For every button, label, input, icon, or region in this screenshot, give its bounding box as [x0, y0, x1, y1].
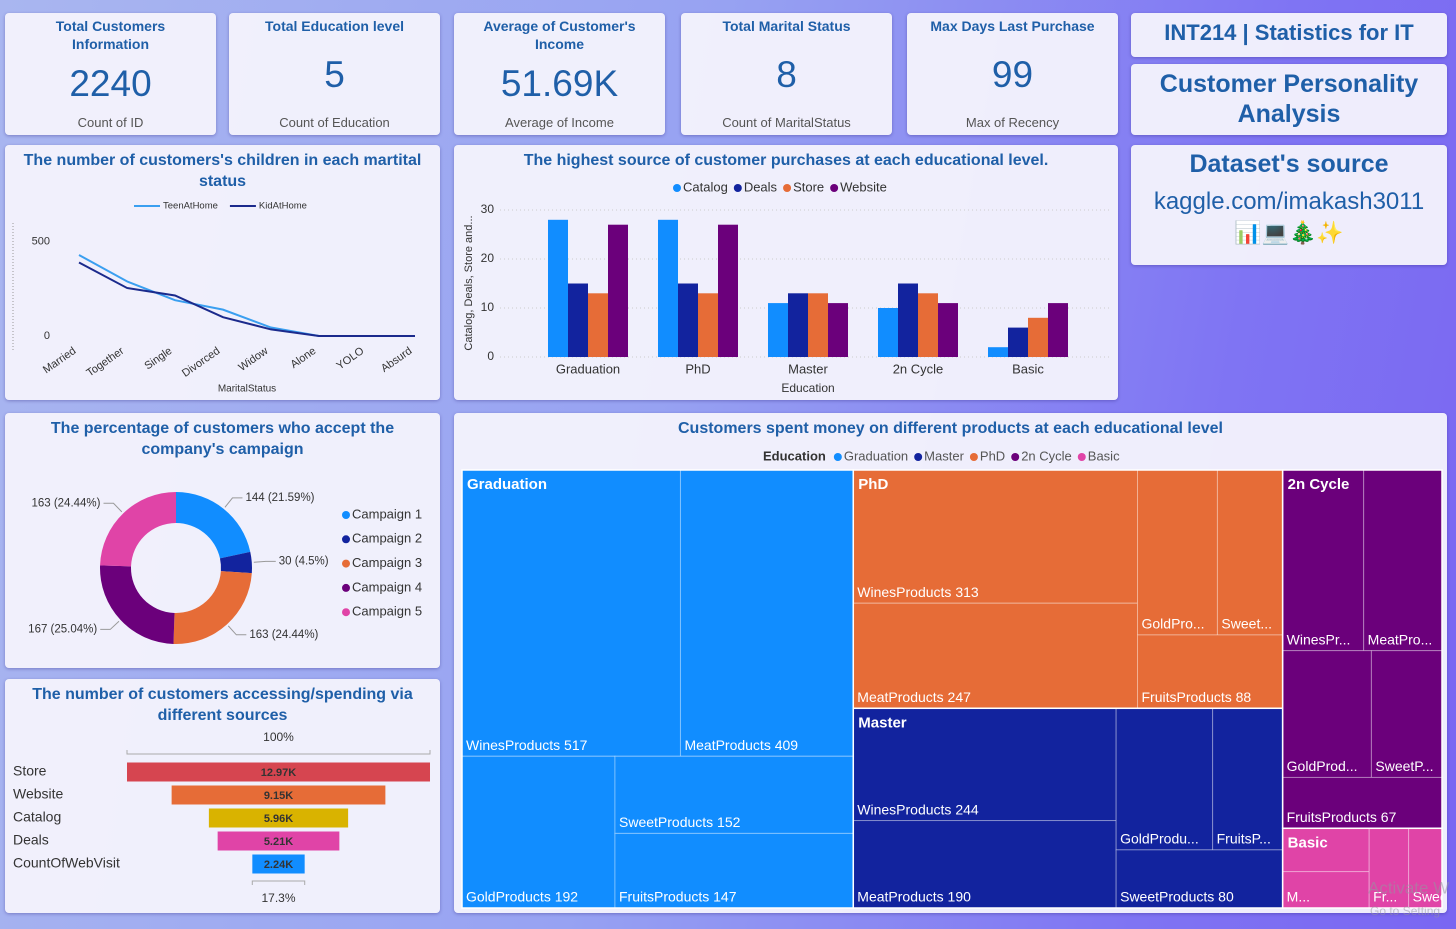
chart-title: The highest source of customer purchases… — [523, 152, 1049, 169]
title-banner: Customer Personality Analysis — [1131, 64, 1447, 135]
kpi-card: Average of Customer's Income 51.69K Averag… — [454, 13, 665, 135]
kpi-card: Max Days Last Purchase 99 Max of Recency — [907, 13, 1118, 135]
card-value: 2240 — [69, 63, 152, 104]
card-label: Count of ID — [77, 115, 144, 130]
card-label: Count of Education — [279, 115, 390, 130]
course-banner: INT214 | Statistics for IT — [1131, 13, 1447, 57]
card-label: Max of Recency — [965, 115, 1060, 130]
source-link: kaggle.com/imakash3011 — [1153, 188, 1425, 215]
source-panel: Dataset's source kaggle.com/imakash3011 📊💻… — [1131, 145, 1447, 265]
source-icons: 📊💻🎄✨ — [1234, 220, 1344, 245]
report-title: Customer Personality Analysis — [1159, 70, 1419, 128]
chart-title: The percentage of customers who accept t… — [50, 420, 395, 458]
chart-panel — [454, 413, 1447, 913]
card-label: Average of Income — [505, 115, 614, 130]
card-title: Total Marital Status — [722, 18, 851, 34]
kpi-card: Total Education level 5 Count of Education — [229, 13, 440, 135]
card-title: Total Education level — [265, 18, 404, 34]
chart-panel — [454, 145, 1118, 400]
card-title: Average of Customer's Income — [483, 18, 636, 52]
card-value: 99 — [991, 54, 1034, 95]
chart-title: Customers spent money on different produ… — [677, 420, 1223, 437]
card-label: Count of MaritalStatus — [722, 115, 851, 130]
chart-title: The number of customers's children in ea… — [23, 152, 422, 190]
card-title: Total Customers Information — [55, 18, 166, 52]
source-title: Dataset's source — [1189, 150, 1389, 178]
kpi-card: Total Customers Information 2240 Count of … — [5, 13, 216, 135]
card-value: 51.69K — [500, 63, 619, 104]
card-value: 5 — [324, 54, 345, 95]
kpi-card: Total Marital Status 8 Count of MaritalSta… — [681, 13, 892, 135]
course-title: INT214 | Statistics for IT — [1164, 20, 1414, 45]
card-title: Max Days Last Purchase — [930, 18, 1095, 34]
card-value: 8 — [776, 54, 797, 95]
chart-title: The number of customers accessing/spendi… — [32, 686, 413, 724]
